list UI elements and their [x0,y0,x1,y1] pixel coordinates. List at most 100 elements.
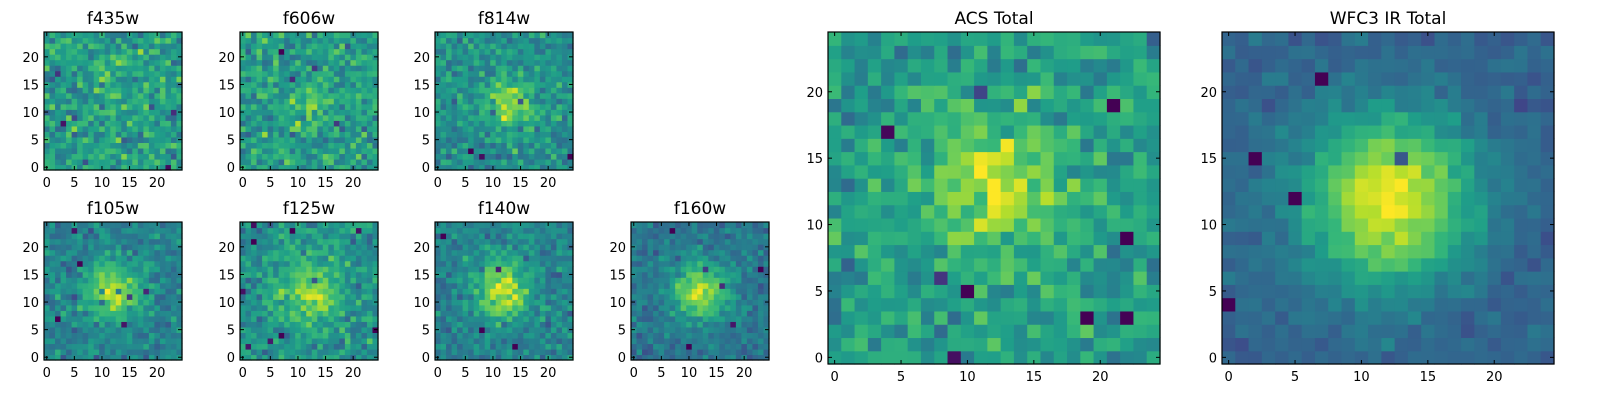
heatmap-cell [473,103,480,110]
heatmap-cell [501,238,508,245]
heatmap-cell [110,271,117,278]
heatmap-cell [273,164,280,171]
heatmap-cell [506,321,513,328]
heatmap-cell [490,54,497,61]
heatmap-cell [451,136,458,143]
heatmap-cell [561,304,569,311]
heatmap-cell [517,59,524,66]
heatmap-cell [71,114,78,121]
heatmap-cell [528,70,535,77]
heatmap-cell [284,48,291,55]
heatmap-cell [435,266,442,273]
heatmap-cell [550,98,558,105]
heatmap-cell [719,266,726,273]
heatmap-cell [680,348,687,356]
heatmap-cell [746,277,754,284]
heatmap-cell [752,299,759,306]
heatmap-cell [735,354,742,361]
heatmap-cell [708,348,715,356]
heatmap-cell [495,59,502,66]
heatmap-cell [240,315,247,322]
heatmap-cell [484,136,491,143]
heatmap-cell [947,217,962,232]
heatmap-cell [339,48,346,55]
heatmap-cell [556,125,563,132]
heatmap-cell [534,48,541,55]
heatmap-cell [104,147,111,155]
heatmap-cell [278,282,285,289]
heatmap-cell [344,282,351,289]
y-tick-label: 5 [31,324,39,339]
heatmap-cell [828,350,842,365]
heatmap-cell [987,231,1002,246]
heatmap-cell [669,238,676,245]
heatmap-cell [366,114,374,121]
heatmap-cell [1133,350,1148,365]
heatmap-cell [894,204,909,219]
y-tick-label: 15 [413,268,430,283]
heatmap-cell [148,321,155,328]
heatmap-cell [501,326,508,333]
heatmap-cell [1000,178,1015,192]
heatmap-cell [636,227,643,234]
heatmap-cell [528,238,535,245]
heatmap-cell [159,70,167,77]
heatmap-cell [93,315,100,322]
heatmap-cell [154,299,161,306]
heatmap-cell [284,310,291,317]
heatmap-cell [366,147,374,155]
heatmap-cell [99,326,106,333]
heatmap-cell [165,81,172,88]
heatmap-cell [451,321,458,328]
heatmap-cell [545,326,552,333]
heatmap-cell [517,266,524,273]
heatmap-cell [697,321,704,328]
heatmap-cell [528,76,535,83]
heatmap-cell [462,227,469,234]
heatmap-cell [170,142,178,149]
heatmap-cell [746,244,754,251]
heatmap-cell [920,178,935,192]
heatmap-cell [484,87,491,94]
heatmap-cell [60,222,67,229]
heatmap-cell [451,227,458,234]
heatmap-cell [697,244,704,251]
heatmap-cell [273,59,280,66]
heatmap-cell [1027,151,1042,166]
heatmap-cell [468,260,475,267]
heatmap-cell [495,153,502,160]
heatmap-cell [934,324,949,339]
heatmap-cell [440,332,447,339]
heatmap-cell [355,131,363,138]
heatmap-cell [170,114,178,121]
heatmap-cell [1000,257,1015,272]
heatmap-cell [110,164,117,171]
heatmap-cell [143,282,150,289]
heatmap-cell [719,249,726,256]
heatmap-cell [132,288,139,295]
heatmap-cell [686,299,693,306]
heatmap-cell [894,271,909,285]
heatmap-cell [528,277,535,284]
heatmap-cell [93,103,100,110]
heatmap-cell [159,304,167,311]
heatmap-cell [462,125,469,132]
heatmap-cell [501,48,508,55]
heatmap-cell [506,65,513,72]
heatmap-cell [713,277,720,284]
axes-frame [43,221,183,361]
heatmap-cell [506,76,513,83]
heatmap-cell [446,337,453,345]
heatmap-cell [528,109,535,116]
heatmap-cell [262,131,269,138]
heatmap-cell [295,343,302,350]
heatmap-cell [284,65,291,72]
heatmap-cell [355,59,363,66]
heatmap-cell [512,343,519,350]
heatmap-cell [713,348,720,356]
heatmap-cell [344,233,351,240]
heatmap-cell [60,54,67,61]
heatmap-cell [561,103,569,110]
panel-title: f160w [674,199,726,219]
heatmap-cell [730,332,737,339]
